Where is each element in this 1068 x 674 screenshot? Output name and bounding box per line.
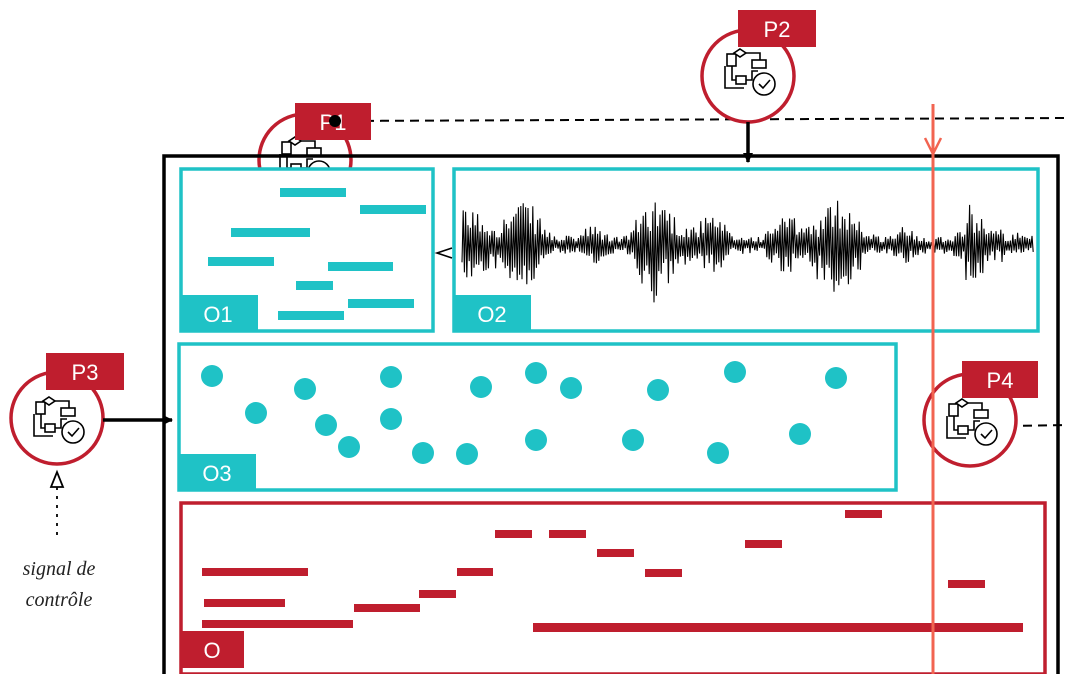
- process-p2: P2: [700, 10, 816, 124]
- object-o1: O1: [179, 167, 435, 333]
- playhead-arrowhead: [923, 137, 943, 157]
- p3-label: P3: [72, 360, 99, 385]
- o-label: O: [203, 638, 220, 663]
- p4-label: P4: [987, 368, 1014, 393]
- p1-link-dot: [329, 115, 341, 127]
- process-p3: P3: [9, 353, 124, 466]
- object-o: O: [179, 501, 1047, 674]
- p2-dashed-link: [334, 117, 1068, 122]
- o1-label: O1: [203, 302, 232, 327]
- o2-label: O2: [477, 302, 506, 327]
- object-o2: O2: [452, 167, 1040, 333]
- object-o3: O3: [177, 342, 898, 492]
- o3-label: O3: [202, 461, 231, 486]
- control-signal-label-line2: contrôle: [26, 589, 93, 611]
- audio-waveform: [461, 200, 1034, 303]
- p2-label: P2: [764, 17, 791, 42]
- process-p4: P4: [922, 361, 1038, 468]
- control-signal-arrowhead: [49, 469, 65, 488]
- o2-to-o1-arrow: [434, 247, 453, 259]
- control-signal-label-line1: signal de: [23, 558, 96, 580]
